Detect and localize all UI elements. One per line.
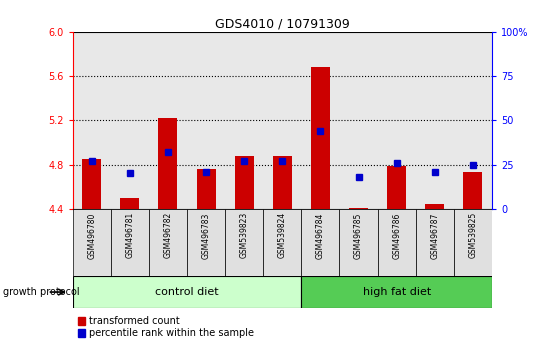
Text: GSM539824: GSM539824 <box>278 212 287 258</box>
Text: GSM496786: GSM496786 <box>392 212 401 259</box>
Bar <box>454 32 492 209</box>
Bar <box>416 209 454 276</box>
Bar <box>187 32 225 209</box>
Bar <box>225 32 263 209</box>
Bar <box>187 32 225 209</box>
Bar <box>454 209 492 276</box>
Bar <box>225 209 263 276</box>
Bar <box>301 276 492 308</box>
Bar <box>149 32 187 209</box>
Bar <box>263 209 301 276</box>
Bar <box>377 32 416 209</box>
Bar <box>235 156 254 209</box>
Text: growth protocol: growth protocol <box>3 287 79 297</box>
Bar <box>73 276 301 308</box>
Bar <box>301 32 339 209</box>
Bar <box>82 159 101 209</box>
Bar <box>187 209 225 276</box>
Bar <box>73 209 111 276</box>
Bar <box>339 32 377 209</box>
Bar <box>111 32 149 209</box>
Bar <box>120 198 139 209</box>
Bar <box>349 208 368 209</box>
Text: GSM496785: GSM496785 <box>354 212 363 259</box>
Text: GSM496783: GSM496783 <box>202 212 211 259</box>
Text: GSM539825: GSM539825 <box>468 212 477 258</box>
Bar <box>454 32 492 209</box>
Text: control diet: control diet <box>155 287 219 297</box>
Text: GSM496780: GSM496780 <box>87 212 96 259</box>
Text: high fat diet: high fat diet <box>362 287 431 297</box>
Text: GSM496784: GSM496784 <box>316 212 325 259</box>
Bar <box>416 32 454 209</box>
Bar <box>416 32 454 209</box>
Title: GDS4010 / 10791309: GDS4010 / 10791309 <box>215 18 350 31</box>
Bar <box>387 166 406 209</box>
Bar <box>73 32 111 209</box>
Bar <box>339 209 377 276</box>
Bar <box>311 67 330 209</box>
Bar <box>149 32 187 209</box>
Bar <box>463 172 482 209</box>
Legend: transformed count, percentile rank within the sample: transformed count, percentile rank withi… <box>78 316 254 338</box>
Bar <box>225 32 263 209</box>
Bar <box>263 32 301 209</box>
Text: GSM496781: GSM496781 <box>125 212 134 258</box>
Bar <box>425 205 444 209</box>
Bar <box>111 32 149 209</box>
Bar <box>149 209 187 276</box>
Bar <box>263 32 301 209</box>
Bar <box>301 209 339 276</box>
Text: GSM496787: GSM496787 <box>430 212 439 259</box>
Bar <box>158 118 178 209</box>
Bar <box>273 156 292 209</box>
Bar <box>339 32 377 209</box>
Bar <box>111 209 149 276</box>
Text: GSM539823: GSM539823 <box>240 212 249 258</box>
Bar <box>73 32 111 209</box>
Text: GSM496782: GSM496782 <box>163 212 173 258</box>
Bar <box>301 32 339 209</box>
Bar <box>377 32 416 209</box>
Bar <box>197 169 216 209</box>
Bar <box>377 209 416 276</box>
